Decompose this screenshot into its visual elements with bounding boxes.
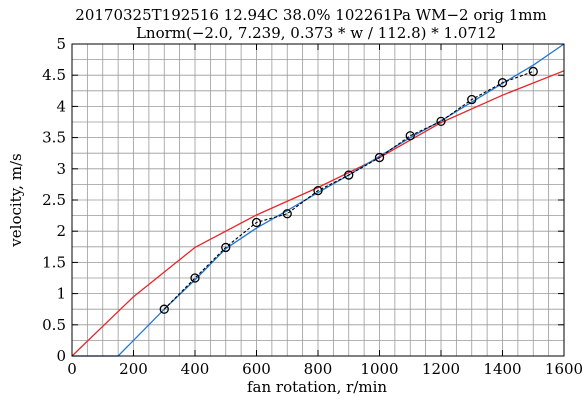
y-tick-label: 3	[56, 160, 66, 178]
y-tick-label: 1.5	[42, 253, 66, 271]
measured-dashed-line	[163, 70, 534, 310]
data-point	[159, 304, 169, 314]
plot-area	[71, 43, 565, 357]
data-point	[221, 242, 231, 253]
data-point	[313, 185, 323, 196]
data-point	[497, 78, 508, 88]
data-point	[282, 209, 292, 219]
data-point	[405, 131, 415, 141]
data-point	[190, 273, 200, 283]
x-tick-label: 1400	[483, 360, 521, 378]
x-tick-label: 1200	[422, 360, 460, 378]
grid	[72, 44, 564, 356]
y-tick-label: 3.5	[42, 129, 66, 147]
y-tick-label: 5	[56, 35, 66, 53]
red-curve	[71, 70, 565, 357]
y-tick-label: 0.5	[42, 316, 66, 334]
x-tick-label: 1600	[545, 360, 583, 378]
chart-subtitle: Lnorm(−2.0, 7.239, 0.373 * w / 112.8) * …	[136, 24, 496, 42]
blue-curve	[72, 43, 565, 357]
data-point	[436, 116, 446, 127]
x-tick-label: 200	[119, 360, 148, 378]
data-point	[251, 217, 262, 228]
y-tick-label: 1	[56, 285, 66, 303]
y-tick-label: 0	[56, 347, 66, 365]
data-point	[467, 94, 477, 105]
x-tick-label: 0	[67, 360, 77, 378]
y-tick-label: 4	[56, 97, 66, 115]
x-axis-label: fan rotation, r/min	[247, 378, 387, 396]
y-tick-label: 4.5	[42, 66, 66, 84]
chart-title: 20170325T192516 12.94C 38.0% 102261Pa WM…	[75, 6, 546, 24]
data-point	[344, 170, 354, 180]
y-axis-label: velocity, m/s	[7, 153, 25, 247]
x-tick-label: 800	[304, 360, 333, 378]
y-tick-label: 2	[56, 222, 66, 240]
x-tick-label: 400	[181, 360, 210, 378]
data-point	[374, 152, 385, 163]
tick-labels: 0 200 400 600 800 1000 1200 1400 1600 0 0.5 1 1.5 2 2.…	[42, 35, 583, 378]
data-point	[528, 66, 538, 77]
x-tick-label: 600	[242, 360, 271, 378]
y-tick-label: 2.5	[42, 191, 66, 209]
x-tick-label: 1000	[360, 360, 398, 378]
